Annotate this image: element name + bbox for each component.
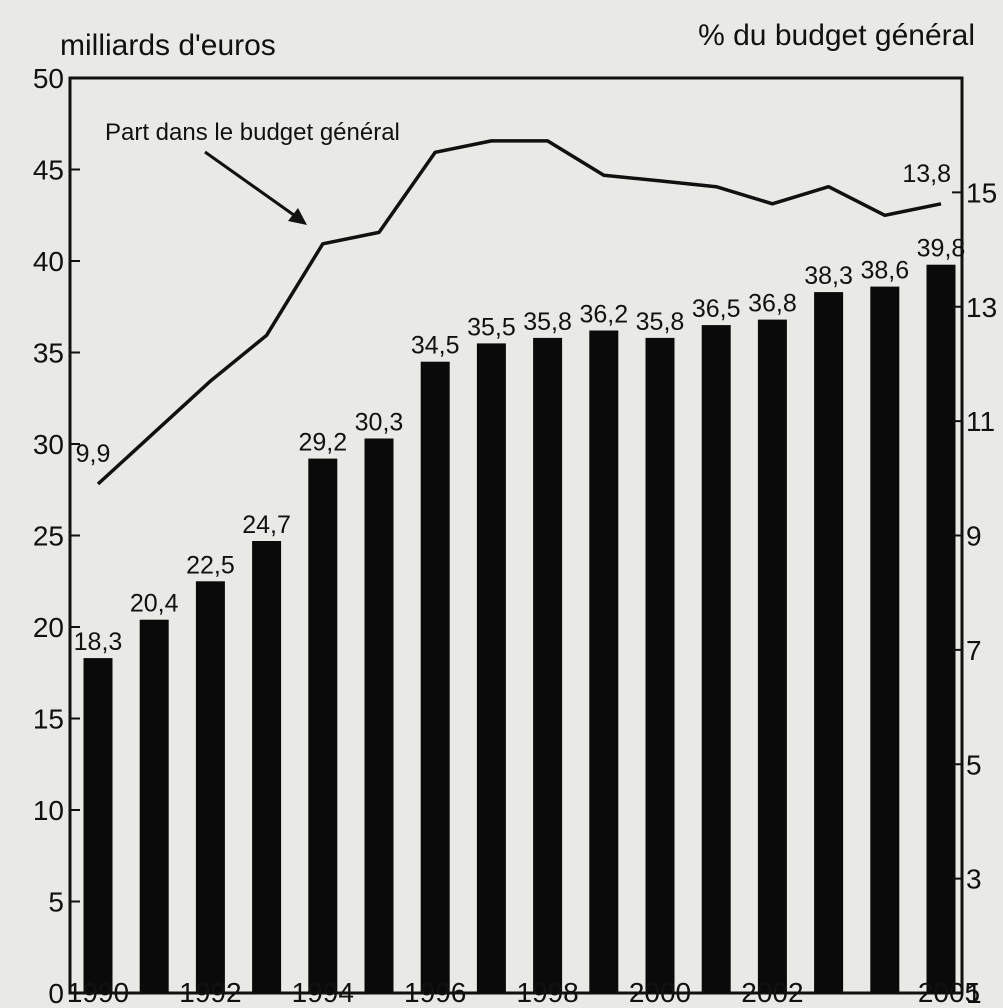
- bar-label-2001: 36,5: [692, 295, 741, 323]
- bar-label-2002: 36,8: [748, 290, 797, 318]
- x-tick-label-1994: 1994: [292, 977, 354, 1008]
- x-tick-label-1992: 1992: [179, 977, 241, 1008]
- bar-2003: [814, 292, 844, 994]
- bar-1990: [83, 658, 113, 993]
- bar-1992: [195, 581, 225, 994]
- left-tick-label: 15: [33, 704, 64, 735]
- x-tick-label-2002: 2002: [741, 977, 803, 1008]
- bar-1997: [476, 343, 506, 993]
- bar-1998: [533, 337, 563, 993]
- x-tick-label-1996: 1996: [404, 977, 466, 1008]
- bar-label-2005: 39,8: [917, 235, 966, 263]
- bar-label-1992: 22,5: [186, 551, 235, 579]
- bar-1999: [589, 330, 619, 993]
- bar-label-1999: 36,2: [579, 301, 628, 329]
- right-tick-label: 1: [966, 978, 982, 1008]
- left-tick-label: 20: [33, 612, 64, 643]
- x-tick-label-1990: 1990: [67, 977, 129, 1008]
- left-tick-label: 40: [33, 246, 64, 277]
- right-tick-label: 3: [966, 864, 982, 895]
- left-tick-label: 35: [33, 338, 64, 369]
- arrow-head-icon: [288, 208, 307, 225]
- bar-label-1998: 35,8: [523, 308, 572, 336]
- right-tick-label: 9: [966, 521, 982, 552]
- bar-label-1997: 35,5: [467, 313, 516, 341]
- left-axis-title: milliards d'euros: [60, 29, 276, 62]
- left-tick-label: 50: [33, 63, 64, 94]
- x-tick-label-2000: 2000: [629, 977, 691, 1008]
- bar-value-labels: 18,320,422,524,729,230,334,535,5 35,8 36,2…: [74, 235, 966, 656]
- bar-series: [83, 264, 956, 994]
- line-annotation-label: Part dans le budget général: [105, 119, 400, 146]
- right-tick-label: 11: [966, 406, 995, 437]
- left-tick-label: 5: [48, 887, 64, 918]
- right-axis-title: % du budget général: [698, 19, 975, 52]
- right-tick-label: 15: [966, 177, 997, 208]
- bar-2002: [757, 319, 787, 994]
- annotation: Part dans le budget général: [105, 119, 400, 225]
- bar-label-2000: 35,8: [636, 308, 685, 336]
- bar-2001: [701, 325, 731, 994]
- x-axis-ticks: 1990 1992 1994 1996 1998 2000 2002 2005: [67, 977, 980, 1008]
- bar-1993: [252, 541, 282, 993]
- right-tick-label: 13: [966, 292, 997, 323]
- left-tick-label: 0: [48, 978, 64, 1008]
- bar-1995: [364, 438, 394, 993]
- bar-2004: [870, 286, 900, 994]
- bar-label-2004: 38,6: [860, 257, 909, 285]
- bar-2005: [926, 264, 956, 993]
- line-series: 9,9 13,8: [76, 139, 951, 486]
- left-tick-label: 25: [33, 521, 64, 552]
- line-label-1990: 9,9: [76, 440, 111, 468]
- bar-label-1996: 34,5: [411, 332, 460, 360]
- left-tick-label: 30: [33, 429, 64, 460]
- right-tick-label: 5: [966, 749, 982, 780]
- bar-1991: [139, 619, 169, 993]
- bar-label-1991: 20,4: [130, 590, 179, 618]
- right-tick-label: 7: [966, 635, 982, 666]
- bar-2000: [645, 337, 675, 993]
- bar-label-2003: 38,3: [804, 262, 853, 290]
- annotation-arrow-line: [204, 150, 299, 220]
- bar-1996: [420, 361, 450, 993]
- left-axis-ticks: 0 5 10 15 20 25 30 35 40 45 50: [33, 63, 80, 1008]
- x-tick-label-2005: 2005: [918, 977, 980, 1008]
- budget-share-line: [96, 139, 942, 486]
- x-tick-label-1998: 1998: [516, 977, 578, 1008]
- left-tick-label: 45: [33, 155, 64, 186]
- bar-label-1995: 30,3: [355, 409, 404, 437]
- line-label-2005: 13,8: [902, 160, 951, 188]
- left-tick-label: 10: [33, 795, 64, 826]
- bar-label-1990: 18,3: [74, 628, 123, 656]
- bar-label-1993: 24,7: [242, 511, 291, 539]
- bar-1994: [308, 458, 338, 994]
- bar-label-1994: 29,2: [298, 429, 347, 457]
